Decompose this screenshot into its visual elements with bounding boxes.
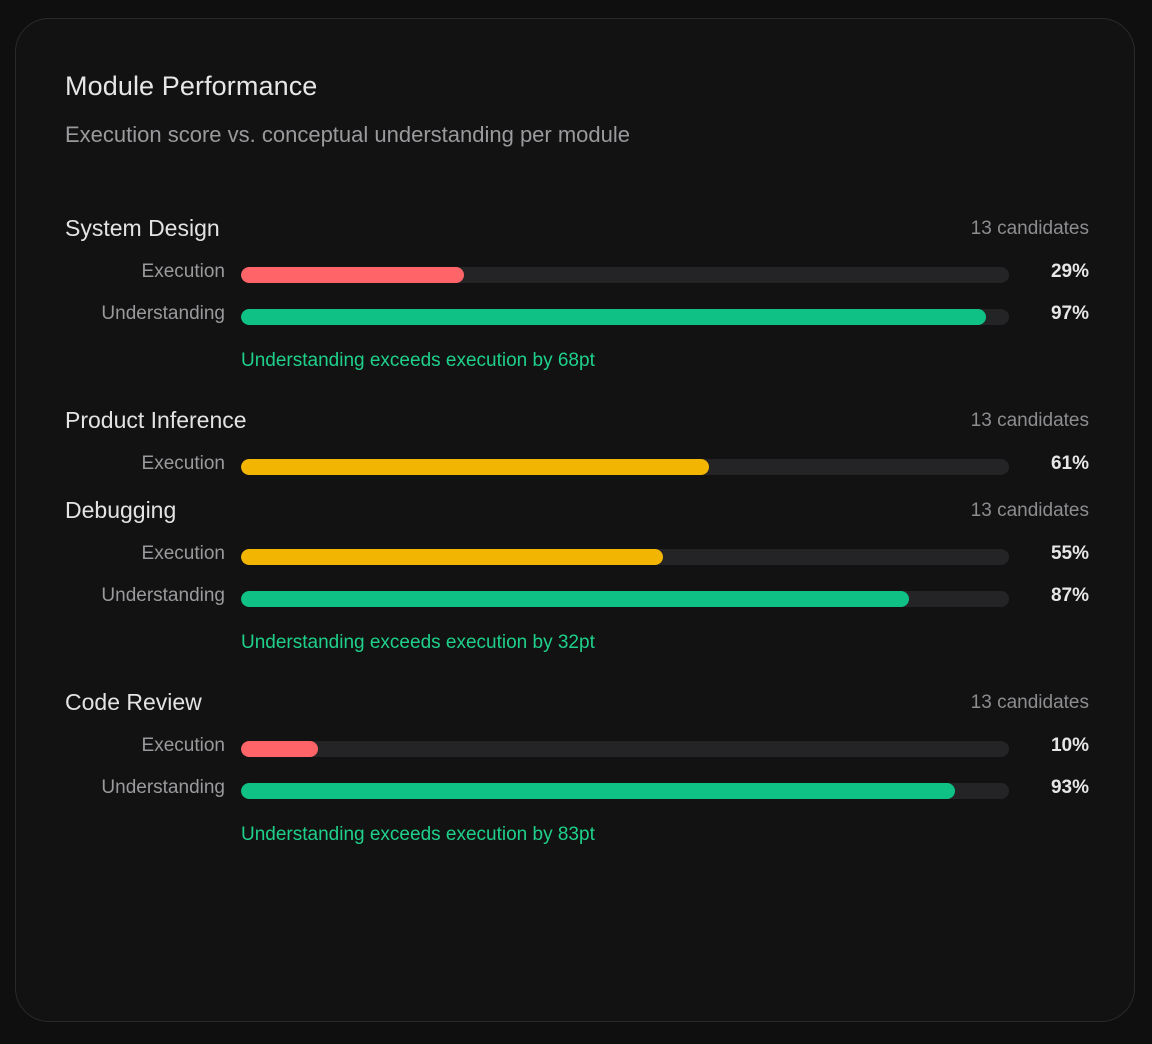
module-section: System Design 13 candidates Execution 29% Un… (65, 215, 1089, 387)
module-header: Debugging 13 candidates (65, 497, 1089, 531)
progress-fill (241, 591, 910, 607)
module-section: Code Review 13 candidates Execution 10% Unde… (65, 689, 1089, 861)
gap-note-row: Understanding exceeds execution by 68pt (65, 347, 1089, 387)
metric-row-understanding: Understanding 87% (65, 573, 1089, 615)
metric-label: Execution (141, 543, 225, 564)
metric-value: 87% (1050, 585, 1089, 606)
progress-fill (241, 783, 956, 799)
gap-note-row: Understanding exceeds execution by 32pt (65, 629, 1089, 669)
candidate-count: 13 candidates (970, 218, 1089, 239)
metric-value: 29% (1050, 261, 1089, 282)
metric-row-execution: Execution 55% (65, 531, 1089, 573)
progress-track (241, 267, 1009, 283)
module-list: System Design 13 candidates Execution 29% Un… (65, 215, 1089, 861)
module-performance-card: Module Performance Execution score vs. c… (15, 18, 1135, 1022)
metric-value: 55% (1050, 543, 1089, 564)
progress-fill (241, 267, 464, 283)
metric-label: Execution (141, 453, 225, 474)
module-header: Product Inference 13 candidates (65, 407, 1089, 441)
progress-track (241, 741, 1009, 757)
gap-note: Understanding exceeds execution by 83pt (241, 824, 595, 845)
progress-track (241, 591, 1009, 607)
metric-label: Understanding (101, 585, 225, 606)
progress-fill (241, 459, 710, 475)
metric-value: 61% (1050, 453, 1089, 474)
progress-fill (241, 549, 664, 565)
metric-row-execution: Execution 61% (65, 441, 1089, 483)
gap-note: Understanding exceeds execution by 68pt (241, 350, 595, 371)
module-name: System Design (65, 215, 220, 241)
progress-track (241, 783, 1009, 799)
metric-value: 97% (1050, 303, 1089, 324)
progress-fill (241, 741, 318, 757)
candidate-count: 13 candidates (970, 500, 1089, 521)
module-name: Debugging (65, 497, 177, 523)
metric-value: 93% (1050, 777, 1089, 798)
module-header: Code Review 13 candidates (65, 689, 1089, 723)
metric-label: Understanding (101, 777, 225, 798)
card-title: Module Performance (65, 71, 318, 101)
metric-row-understanding: Understanding 97% (65, 291, 1089, 333)
metric-label: Execution (141, 261, 225, 282)
candidate-count: 13 candidates (970, 410, 1089, 431)
module-name: Product Inference (65, 407, 247, 433)
gap-note-row: Understanding exceeds execution by 83pt (65, 821, 1089, 861)
module-section: Product Inference 13 candidates Execution 6… (65, 407, 1089, 483)
metric-row-execution: Execution 29% (65, 249, 1089, 291)
gap-note: Understanding exceeds execution by 32pt (241, 632, 595, 653)
metric-label: Execution (141, 735, 225, 756)
module-header: System Design 13 candidates (65, 215, 1089, 249)
progress-fill (241, 309, 986, 325)
candidate-count: 13 candidates (970, 692, 1089, 713)
card-subtitle: Execution score vs. conceptual understan… (65, 122, 631, 147)
progress-track (241, 309, 1009, 325)
progress-track (241, 459, 1009, 475)
metric-row-execution: Execution 10% (65, 723, 1089, 765)
module-name: Code Review (65, 689, 202, 715)
metric-value: 10% (1050, 735, 1089, 756)
metric-row-understanding: Understanding 93% (65, 765, 1089, 807)
metric-label: Understanding (101, 303, 225, 324)
module-section: Debugging 13 candidates Execution 55% Unders… (65, 497, 1089, 669)
progress-track (241, 549, 1009, 565)
